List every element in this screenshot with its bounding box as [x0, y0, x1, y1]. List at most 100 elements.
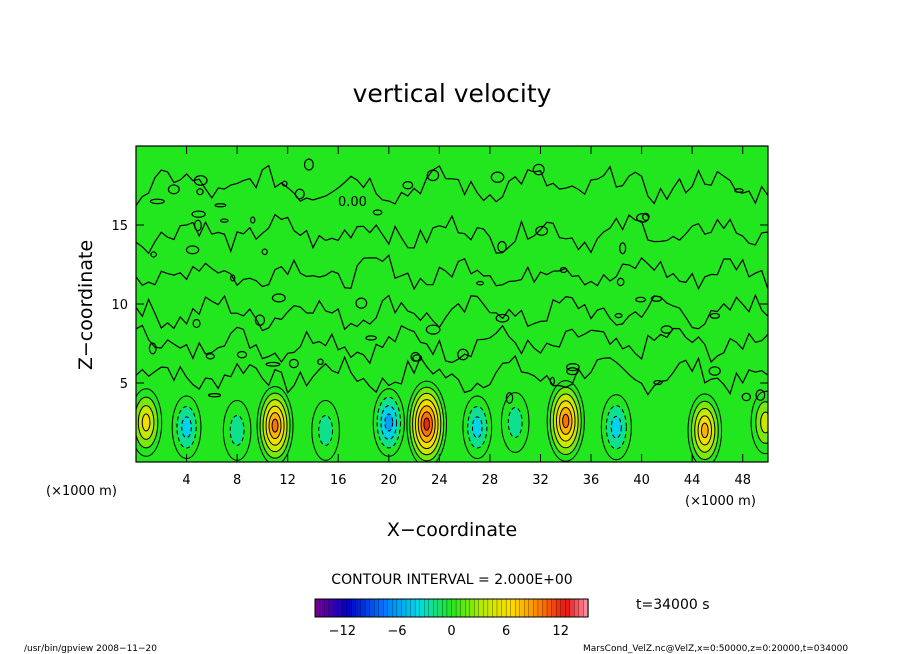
- contour-cell-52: [294, 188, 305, 200]
- feature-7: [462, 395, 493, 459]
- x-units-left: (×1000 m): [46, 484, 117, 499]
- contour-cell-3: [614, 313, 623, 319]
- chart-title: vertical velocity: [353, 79, 552, 108]
- colorbar-cell-23: [419, 598, 425, 618]
- contour-cell-42: [288, 358, 299, 369]
- colorbar-cell-3: [328, 598, 334, 618]
- x-tick-label-2: 12: [279, 473, 296, 488]
- x-tick-label-8: 36: [583, 473, 600, 488]
- colorbar-tick-label-2: 0: [447, 624, 455, 639]
- colorbar-cell-37: [483, 598, 489, 618]
- colorbar-cell-57: [574, 598, 580, 618]
- colorbar-cell-45: [519, 598, 525, 618]
- contour-cell-19: [635, 296, 647, 303]
- contour-cell-36: [708, 366, 721, 376]
- feature-4: [311, 400, 340, 461]
- contour-cell-46: [566, 367, 579, 376]
- colorbar-cell-18: [396, 598, 403, 618]
- contour-cell-14: [249, 216, 256, 224]
- contour-cell-49: [372, 209, 383, 216]
- colorbar-cell-50: [542, 598, 548, 618]
- contour-cell-41: [741, 392, 751, 402]
- contour-cell-45: [150, 251, 157, 258]
- contour-cell-17: [535, 225, 549, 236]
- colorbar-cell-32: [460, 598, 466, 618]
- y-axis-label: Z−coordinate: [75, 240, 97, 370]
- contour-cell-43: [457, 348, 469, 361]
- contour-cell-24: [426, 169, 440, 182]
- colorbar-cell-16: [387, 598, 393, 618]
- colorbar-cell-12: [369, 598, 375, 618]
- colorbar-cell-58: [578, 598, 585, 618]
- contour-cell-18: [566, 363, 580, 372]
- colorbar-cell-38: [487, 598, 494, 618]
- footer-left: /usr/bin/gpview 2008−11−20: [24, 644, 157, 654]
- contour-lines: [136, 158, 768, 404]
- x-axis: 4 8 12 16 20 24 28 32 36 40 44 48: [182, 146, 751, 488]
- feature-8: [500, 392, 530, 453]
- contour-cell-13: [532, 163, 545, 176]
- colorbar-cell-42: [505, 598, 512, 618]
- colorbar-cell-55: [565, 598, 571, 618]
- colorbar-cell-40: [496, 598, 503, 618]
- x-tick-label-0: 4: [182, 473, 190, 488]
- contour-cell-9: [497, 240, 507, 253]
- feature-9: [546, 380, 585, 462]
- x-tick-label-5: 24: [431, 473, 448, 488]
- colorbar-ticks: −12 −6 0 6 12: [329, 624, 569, 639]
- colorbar-cell-20: [405, 598, 412, 618]
- contour-cell-26: [208, 392, 222, 398]
- colorbar-cell-11: [364, 598, 371, 618]
- contour-cell-5: [505, 392, 514, 404]
- contour-line-3: [136, 254, 768, 291]
- contour-cell-1: [261, 248, 268, 256]
- colorbar-tick-label-0: −12: [329, 624, 356, 639]
- colorbar-cell-46: [524, 598, 530, 618]
- colorbar-cell-15: [383, 598, 389, 618]
- contour-cell-47: [734, 188, 744, 193]
- colorbar-cell-33: [464, 598, 471, 618]
- contour-cell-57: [619, 242, 627, 255]
- colorbar-cell-9: [355, 598, 362, 618]
- colorbar-cell-21: [410, 598, 416, 618]
- colorbar-cell-19: [401, 598, 407, 618]
- colorbar-cell-22: [414, 598, 421, 618]
- y-axis: 5 10 15: [111, 219, 768, 392]
- contour-cell-58: [281, 180, 288, 187]
- contour-line-4: [136, 213, 768, 255]
- contour-cell-15: [495, 313, 510, 323]
- x-tick-label-9: 40: [633, 473, 650, 488]
- field-features: [136, 380, 768, 462]
- feature-1: [171, 395, 202, 459]
- x-axis-label: X−coordinate: [387, 519, 517, 541]
- colorbar-cell-6: [342, 598, 348, 618]
- colorbar-cell-27: [437, 598, 444, 618]
- colorbar-cell-48: [533, 598, 539, 618]
- colorbar-cell-5: [337, 598, 343, 618]
- contour-line-2: [136, 293, 768, 332]
- contour-label: 0.00: [338, 195, 367, 210]
- colorbar-cell-44: [515, 598, 521, 618]
- contour-cell-54: [642, 212, 650, 222]
- x-units-right: (×1000 m): [685, 494, 756, 509]
- contour-cell-59: [230, 274, 236, 282]
- contour-cell-44: [185, 245, 200, 255]
- contour-cell-51: [219, 218, 229, 223]
- contour-cell-35: [303, 158, 314, 171]
- colorbar-cell-29: [446, 598, 453, 618]
- feature-3: [256, 386, 294, 462]
- colorbar-cell-52: [551, 598, 557, 618]
- colorbar-cell-2: [323, 598, 330, 618]
- contour-cell-29: [476, 280, 485, 286]
- contour-cell-7: [265, 361, 281, 367]
- contour-line-1: [136, 324, 768, 365]
- contour-cell-28: [192, 318, 201, 329]
- colorbar-cell-54: [560, 598, 566, 618]
- colorbar-cell-14: [378, 598, 384, 618]
- contour-cell-55: [755, 389, 766, 401]
- colorbar-cell-36: [478, 598, 484, 618]
- colorbar-cell-1: [319, 598, 325, 618]
- contour-cell-2: [402, 181, 414, 190]
- colorbar-cell-34: [469, 598, 475, 618]
- x-tick-label-7: 32: [532, 473, 549, 488]
